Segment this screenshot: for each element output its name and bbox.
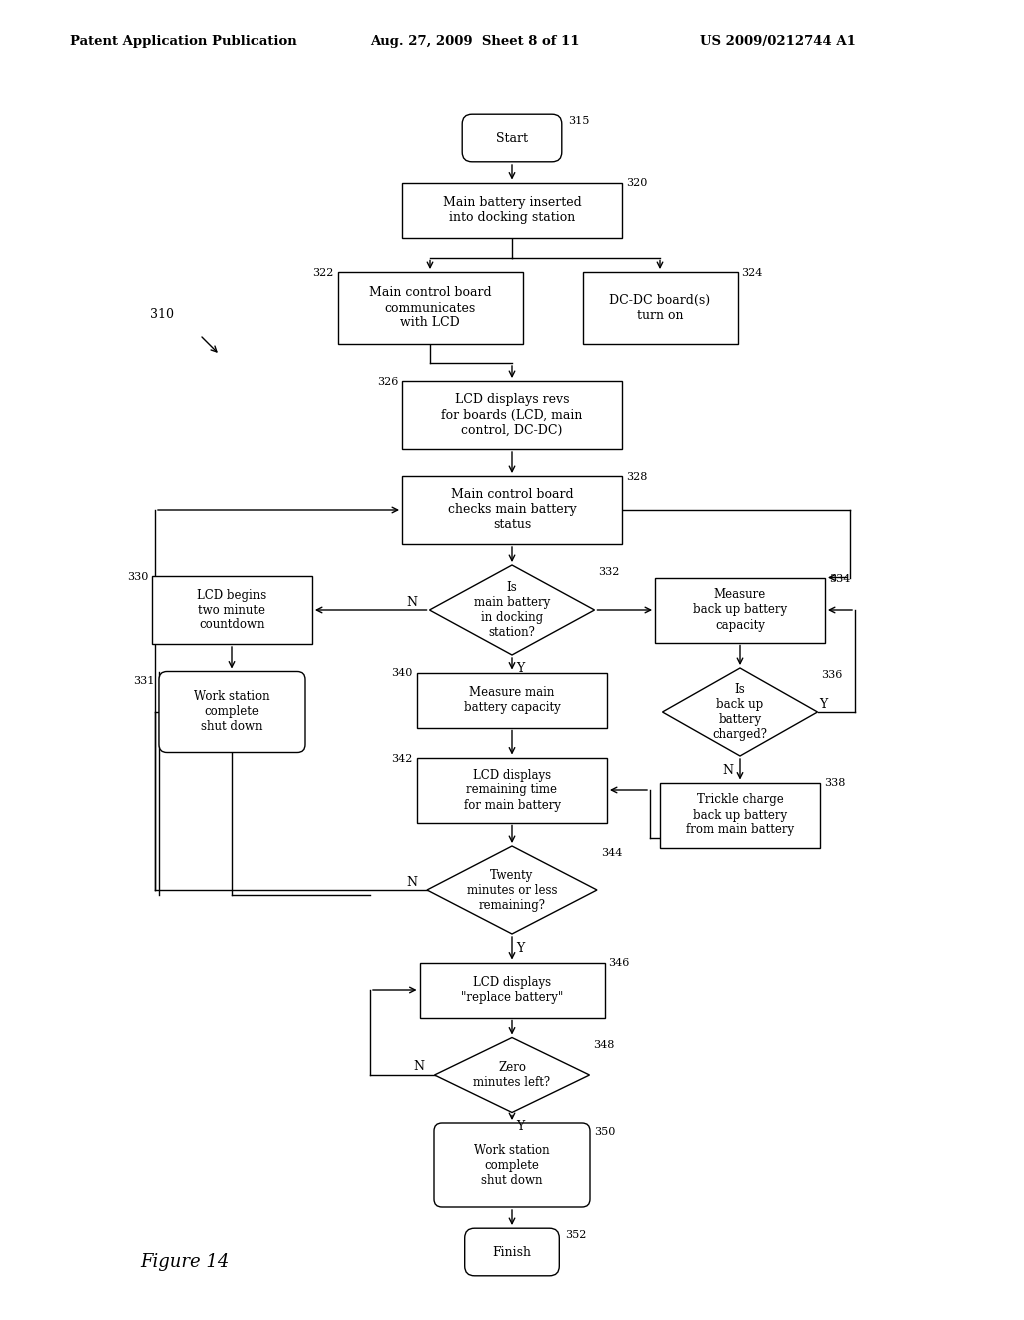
Text: 336: 336 — [821, 671, 843, 680]
Text: LCD displays
"replace battery": LCD displays "replace battery" — [461, 975, 563, 1005]
FancyBboxPatch shape — [402, 477, 622, 544]
FancyBboxPatch shape — [159, 672, 305, 752]
Text: Main battery inserted
into docking station: Main battery inserted into docking stati… — [442, 195, 582, 224]
Text: Figure 14: Figure 14 — [140, 1253, 229, 1271]
Text: Zero
minutes left?: Zero minutes left? — [473, 1061, 551, 1089]
Text: 315: 315 — [567, 116, 589, 127]
Text: 310: 310 — [150, 309, 174, 322]
Text: LCD displays revs
for boards (LCD, main
control, DC-DC): LCD displays revs for boards (LCD, main … — [441, 393, 583, 437]
FancyBboxPatch shape — [465, 1228, 559, 1276]
FancyBboxPatch shape — [420, 962, 604, 1018]
Text: N: N — [723, 763, 733, 776]
Text: Work station
complete
shut down: Work station complete shut down — [474, 1143, 550, 1187]
FancyBboxPatch shape — [660, 783, 820, 847]
Text: 348: 348 — [594, 1040, 614, 1049]
Text: US 2009/0212744 A1: US 2009/0212744 A1 — [700, 36, 856, 49]
Text: N: N — [406, 595, 417, 609]
Text: Main control board
communicates
with LCD: Main control board communicates with LCD — [369, 286, 492, 330]
Text: 350: 350 — [594, 1127, 615, 1137]
Text: 340: 340 — [391, 668, 413, 678]
Text: Start: Start — [496, 132, 528, 144]
Text: Work station
complete
shut down: Work station complete shut down — [195, 690, 269, 734]
FancyBboxPatch shape — [462, 115, 562, 162]
FancyBboxPatch shape — [402, 182, 622, 238]
Polygon shape — [427, 846, 597, 935]
Text: Y: Y — [516, 1119, 524, 1133]
Text: 338: 338 — [824, 779, 846, 788]
Text: 344: 344 — [601, 847, 623, 858]
Text: Aug. 27, 2009  Sheet 8 of 11: Aug. 27, 2009 Sheet 8 of 11 — [370, 36, 580, 49]
Text: DC-DC board(s)
turn on: DC-DC board(s) turn on — [609, 294, 711, 322]
Text: Trickle charge
back up battery
from main battery: Trickle charge back up battery from main… — [686, 793, 794, 837]
FancyBboxPatch shape — [338, 272, 522, 345]
Text: Main control board
checks main battery
status: Main control board checks main battery s… — [447, 488, 577, 532]
FancyBboxPatch shape — [434, 1123, 590, 1206]
Text: 324: 324 — [741, 268, 763, 279]
Polygon shape — [663, 668, 817, 756]
Text: Y: Y — [819, 697, 827, 710]
Text: Patent Application Publication: Patent Application Publication — [70, 36, 297, 49]
Text: Finish: Finish — [493, 1246, 531, 1258]
FancyBboxPatch shape — [152, 576, 312, 644]
Text: 320: 320 — [626, 178, 647, 189]
Text: 331: 331 — [133, 676, 155, 685]
Text: N: N — [407, 875, 418, 888]
Text: LCD begins
two minute
countdown: LCD begins two minute countdown — [198, 589, 266, 631]
Text: 330: 330 — [127, 572, 148, 582]
Text: 326: 326 — [377, 378, 398, 387]
Text: N: N — [413, 1060, 424, 1073]
FancyBboxPatch shape — [402, 381, 622, 449]
Text: 352: 352 — [565, 1230, 587, 1241]
Text: Measure
back up battery
capacity: Measure back up battery capacity — [693, 589, 787, 631]
FancyBboxPatch shape — [417, 758, 607, 822]
Polygon shape — [434, 1038, 590, 1113]
Text: 332: 332 — [598, 568, 620, 577]
Text: 346: 346 — [608, 958, 630, 969]
Text: 334: 334 — [829, 573, 850, 583]
Text: LCD displays
remaining time
for main battery: LCD displays remaining time for main bat… — [464, 768, 560, 812]
Text: 328: 328 — [626, 473, 647, 482]
Text: Y: Y — [516, 663, 524, 676]
Text: Is
main battery
in docking
station?: Is main battery in docking station? — [474, 581, 550, 639]
Text: Measure main
battery capacity: Measure main battery capacity — [464, 686, 560, 714]
FancyBboxPatch shape — [417, 672, 607, 727]
Text: 342: 342 — [391, 754, 413, 763]
Text: Twenty
minutes or less
remaining?: Twenty minutes or less remaining? — [467, 869, 557, 912]
Text: 322: 322 — [312, 268, 334, 279]
Text: Is
back up
battery
charged?: Is back up battery charged? — [713, 682, 768, 741]
Text: Y: Y — [516, 941, 524, 954]
FancyBboxPatch shape — [583, 272, 737, 345]
FancyBboxPatch shape — [655, 578, 825, 643]
Polygon shape — [429, 565, 595, 655]
